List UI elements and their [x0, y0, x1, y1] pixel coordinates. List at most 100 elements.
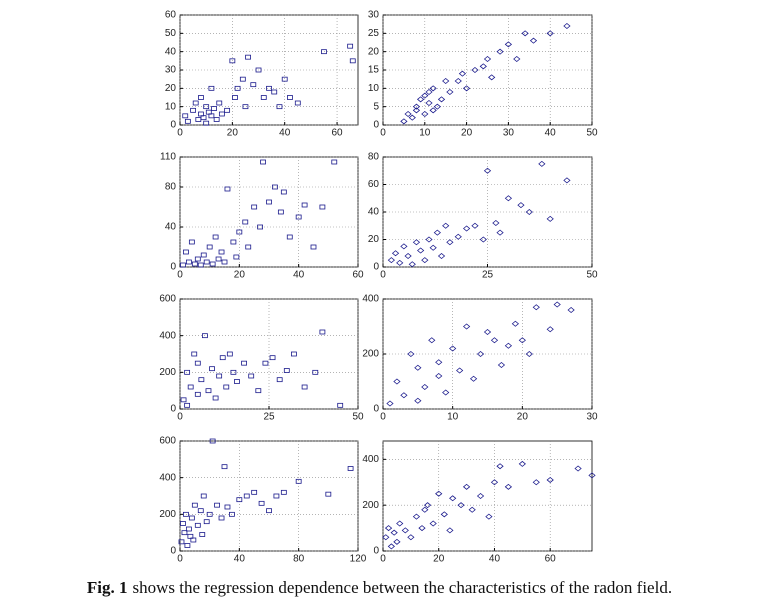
- scatter-point: [258, 500, 265, 506]
- scatter-point: [347, 466, 354, 471]
- scatter-point: [429, 244, 437, 251]
- scatter-point: [241, 360, 247, 366]
- scatter-point: [269, 355, 276, 361]
- plot-frame: [179, 440, 359, 552]
- scatter-point: [421, 257, 429, 264]
- scatter-point: [202, 333, 208, 339]
- x-tick-label: 20: [234, 270, 246, 281]
- scatter-point: [462, 225, 471, 232]
- scatter-point: [400, 118, 408, 125]
- scatter-point: [483, 167, 492, 174]
- y-tick-label: 10: [368, 83, 380, 94]
- y-tick-label: 5: [373, 101, 379, 112]
- scatter-point: [184, 402, 191, 408]
- scatter-point: [331, 159, 338, 165]
- scatter-point: [234, 379, 240, 384]
- scatter-point: [197, 262, 204, 268]
- y-tick-label: 80: [165, 182, 177, 193]
- scatter-point: [462, 483, 471, 490]
- scatter-point: [390, 529, 398, 536]
- scatter-point: [518, 337, 526, 344]
- scatter-point: [319, 204, 326, 210]
- scatter-point: [229, 58, 236, 64]
- y-tick-label: 200: [362, 500, 379, 511]
- x-tick-label: 80: [293, 554, 305, 565]
- scatter-point: [462, 323, 471, 330]
- scatter-point: [276, 104, 283, 110]
- scatter-point: [471, 66, 479, 74]
- scatter-point: [462, 85, 471, 92]
- scatter-point: [215, 256, 222, 262]
- scatter-point: [393, 378, 401, 385]
- scatter-point: [446, 239, 454, 246]
- x-tick-label: 50: [352, 412, 364, 423]
- x-tick-label: 50: [586, 128, 598, 139]
- y-tick-label: 40: [368, 207, 380, 218]
- scatter-point: [245, 54, 251, 60]
- scatter-point: [429, 107, 437, 114]
- scatter-point: [295, 214, 302, 220]
- scatter-point: [396, 520, 404, 527]
- scatter-point: [224, 107, 231, 113]
- scatter-point: [476, 350, 485, 358]
- scatter-point: [386, 400, 394, 407]
- scatter-point: [325, 491, 332, 497]
- scatter-point: [194, 360, 201, 366]
- scatter-point: [230, 369, 237, 375]
- scatter-point: [191, 261, 198, 267]
- x-tick-label: 50: [586, 270, 598, 281]
- x-tick-label: 0: [380, 554, 386, 565]
- scatter-point: [483, 328, 492, 336]
- x-tick-label: 20: [227, 128, 239, 139]
- scatter-point: [301, 202, 308, 208]
- scatter-point: [182, 113, 189, 119]
- scatter-point: [546, 215, 554, 222]
- scatter-point: [553, 301, 561, 308]
- y-tick-label: 30: [368, 10, 380, 21]
- y-tick-label: 400: [159, 472, 176, 483]
- scatter-point: [233, 254, 240, 260]
- scatter-point: [198, 377, 205, 383]
- scatter-point: [211, 106, 217, 111]
- scatter-point: [532, 304, 540, 311]
- scatter-point: [414, 364, 422, 371]
- scatter-point: [400, 392, 408, 399]
- scatter-point: [294, 100, 301, 106]
- scatter-point: [504, 483, 513, 490]
- scatter-point: [433, 229, 441, 236]
- scatter-point: [187, 384, 194, 390]
- scatter-point: [250, 82, 257, 88]
- scatter-point: [433, 103, 441, 110]
- scatter-point: [518, 460, 526, 467]
- scatter-point: [574, 465, 582, 472]
- scatter-point: [384, 525, 393, 532]
- scatter-point: [400, 243, 408, 250]
- scatter-point: [219, 355, 226, 361]
- scatter-point: [532, 479, 540, 486]
- scatter-point: [437, 96, 446, 103]
- scatter-point: [446, 88, 454, 96]
- scatter-point: [184, 369, 191, 375]
- scatter-point: [184, 118, 191, 124]
- scatter-point: [255, 67, 262, 73]
- scatter-point: [273, 493, 280, 499]
- y-tick-label: 0: [373, 404, 379, 415]
- scatter-point: [416, 96, 425, 103]
- scatter-point: [435, 490, 443, 497]
- scatter-point: [187, 533, 194, 539]
- scatter-point: [295, 478, 302, 484]
- scatter-point: [200, 493, 207, 499]
- scatter-point: [408, 114, 416, 121]
- scatter-point: [216, 373, 223, 379]
- scatter-point: [446, 527, 454, 534]
- y-tick-label: 15: [368, 65, 380, 76]
- scatter-point: [442, 77, 450, 85]
- y-tick-label: 0: [373, 120, 379, 131]
- scatter-point: [440, 511, 448, 518]
- scatter-point: [203, 519, 210, 525]
- x-tick-label: 20: [461, 128, 473, 139]
- scatter-point: [442, 389, 450, 396]
- scatter-point: [421, 92, 429, 99]
- scatter-point: [456, 367, 464, 374]
- scatter-point: [546, 476, 554, 483]
